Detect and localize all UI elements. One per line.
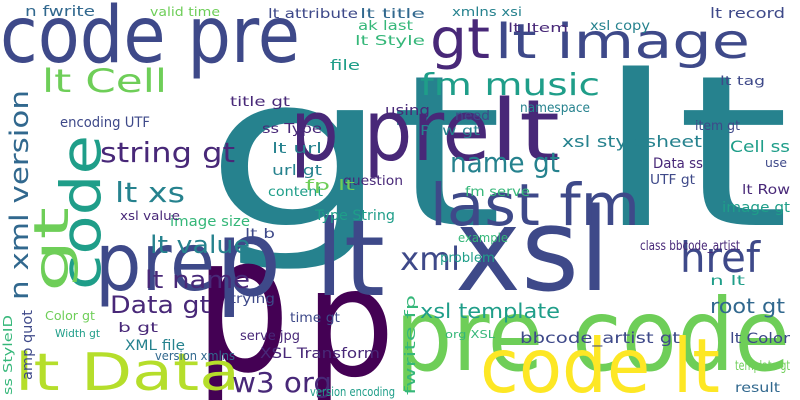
- word: code: [49, 135, 113, 290]
- word: valid time: [150, 5, 220, 19]
- word: xsl: [455, 184, 610, 318]
- word: xsl template: [420, 299, 560, 323]
- word: p: [305, 237, 395, 400]
- word: bbcode_artist gt: [520, 329, 680, 348]
- word: lt url: [272, 141, 322, 157]
- word: need: [455, 109, 490, 124]
- word: lt attribute: [268, 7, 358, 22]
- word: title gt: [230, 95, 290, 110]
- word: image size: [170, 214, 250, 230]
- word: pre: [95, 216, 215, 309]
- word: question: [343, 174, 403, 189]
- word: lt Row: [742, 183, 790, 198]
- word: file: [330, 58, 360, 74]
- word: code pre: [0, 0, 300, 81]
- word: fm music: [420, 68, 600, 103]
- word: code lt: [480, 322, 720, 400]
- word: xmlns xsi: [452, 5, 522, 19]
- word: last fm: [430, 171, 640, 239]
- word: gt: [430, 7, 490, 71]
- word: xsl stylesheet: [562, 132, 702, 151]
- word: template gt: [735, 359, 790, 374]
- word: ss Type: [262, 122, 322, 137]
- word: Type String: [314, 208, 395, 224]
- word: p: [195, 194, 290, 400]
- word: lt Data: [15, 343, 240, 400]
- word: name gt: [450, 146, 560, 179]
- word: lt Color: [730, 331, 790, 347]
- word: problem: [440, 251, 495, 266]
- word: use: [765, 156, 787, 170]
- word: time gt: [290, 311, 340, 326]
- word: Data gt: [110, 291, 210, 319]
- word: gt lt: [205, 30, 790, 275]
- word: lt image: [495, 14, 750, 70]
- word: lt value: [150, 231, 250, 259]
- word: fp lt: [305, 178, 356, 194]
- word: XML file: [125, 338, 185, 354]
- word: xsl value: [120, 209, 180, 223]
- word: p pre: [290, 82, 490, 181]
- word: lt Style: [355, 34, 425, 49]
- word: lt name: [145, 266, 250, 294]
- word: class bbcode_artist: [640, 239, 740, 254]
- word: version xmlns: [155, 349, 235, 363]
- word: Width gt: [55, 327, 101, 340]
- word: example: [458, 231, 508, 245]
- word: string gt: [100, 136, 235, 169]
- word: b gt: [118, 321, 158, 336]
- word: root gt: [710, 294, 785, 318]
- word: fwrite fp: [403, 295, 419, 395]
- word: lt: [490, 82, 560, 181]
- word: serve jpg: [240, 329, 300, 344]
- word: Cell ss: [730, 137, 790, 156]
- word: lt Cell: [42, 62, 167, 100]
- word: amp quot: [20, 309, 36, 380]
- word: ss StyleID: [1, 315, 15, 395]
- word: using: [385, 103, 430, 119]
- word: xml: [400, 240, 460, 278]
- word: image gt: [722, 200, 791, 216]
- word: namespace: [520, 101, 590, 116]
- word: lt tag: [720, 74, 765, 88]
- word: result: [735, 381, 780, 396]
- word: href: [680, 233, 761, 282]
- word: content: [268, 185, 323, 200]
- word: pre code: [395, 277, 790, 394]
- word: n lt: [710, 274, 745, 289]
- word: encoding UTF: [60, 115, 150, 131]
- word: fm serve: [465, 185, 530, 200]
- word: lt Item: [508, 21, 568, 35]
- word: lt xs: [115, 176, 185, 209]
- word: lt record: [710, 6, 785, 22]
- word: ak last: [358, 19, 413, 34]
- word: version encoding: [310, 385, 395, 399]
- word: lt title: [360, 7, 425, 22]
- word: trying: [230, 292, 275, 307]
- word: Data ss: [653, 156, 703, 172]
- word: gt: [24, 207, 80, 292]
- word: p lt: [215, 198, 385, 320]
- word: Color gt: [45, 309, 95, 323]
- word: xsl copy: [590, 19, 650, 34]
- word: url gt: [272, 163, 323, 179]
- word: item gt: [695, 119, 740, 134]
- word: n xml version: [5, 90, 35, 300]
- word: n fwrite: [25, 4, 95, 20]
- word: Row gt: [420, 124, 480, 139]
- word: lt b: [245, 227, 275, 242]
- word: XSL Transform: [260, 346, 380, 362]
- word: UTF gt: [650, 173, 695, 188]
- word: w3 org: [232, 366, 332, 399]
- word: org XSL: [445, 328, 496, 341]
